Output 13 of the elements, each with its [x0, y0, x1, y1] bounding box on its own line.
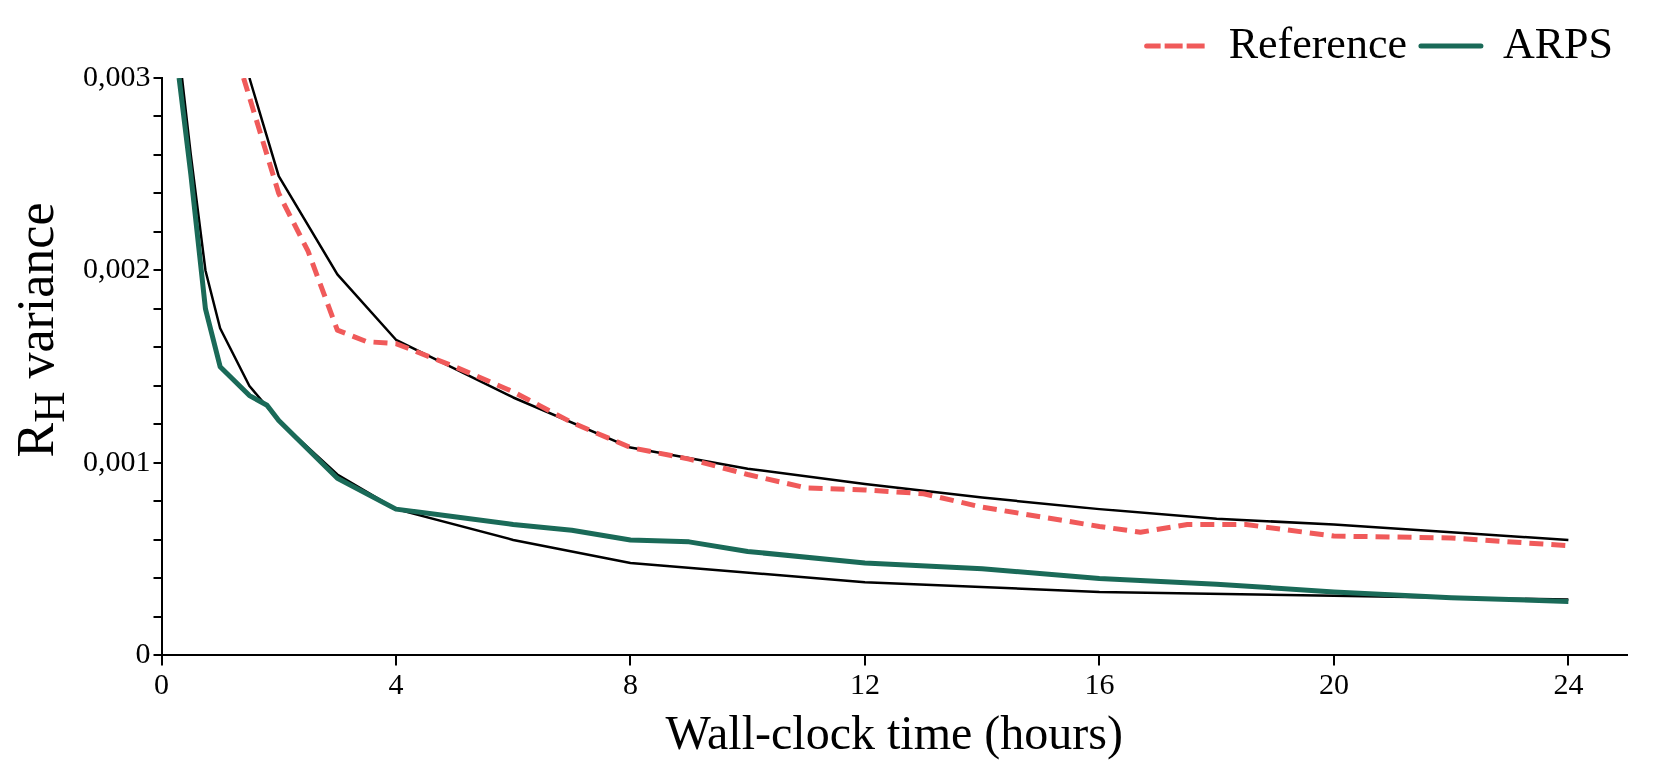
x-tick-label: 8: [622, 667, 638, 701]
legend-label: Reference: [1228, 18, 1407, 68]
y-tick-label: 0,002: [83, 251, 151, 285]
x-tick-label: 4: [388, 667, 404, 701]
y-tick-label: 0: [135, 636, 151, 670]
x-tick-label: 20: [1318, 667, 1349, 701]
x-tick-label: 12: [849, 667, 880, 701]
y-tick-label: 0,001: [83, 443, 151, 477]
x-tick-label: 16: [1084, 667, 1115, 701]
legend-label: ARPS: [1502, 18, 1614, 68]
y-tick-label: 0,003: [83, 58, 151, 92]
x-tick-label: 24: [1553, 667, 1584, 701]
x-axis-title: Wall-clock time (hours): [665, 705, 1123, 760]
